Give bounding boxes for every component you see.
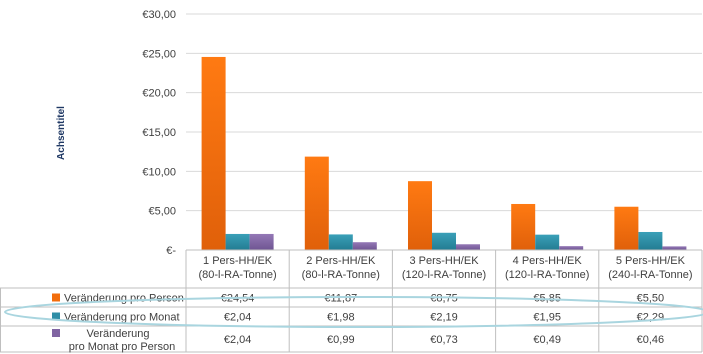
bar xyxy=(201,56,226,251)
table-value: €1,95 xyxy=(533,312,561,324)
category-label: 1 Pers-HH/EK xyxy=(203,255,273,267)
y-tick-label: €10,00 xyxy=(142,166,176,178)
table-value: €0,73 xyxy=(430,334,458,346)
legend-swatch xyxy=(52,329,60,337)
category-label: (120-l-RA-Tonne) xyxy=(402,269,486,281)
category-label: 4 Pers-HH/EK xyxy=(513,255,583,267)
bar xyxy=(432,232,456,250)
table-value: €11,87 xyxy=(324,293,357,305)
legend-swatch xyxy=(52,293,60,302)
gridlines xyxy=(186,13,702,212)
y-tick-label: €30,00 xyxy=(142,9,176,21)
y-axis-ticks: €- €5,00 €10,00 €15,00 €20,00 €25,00 €30,00 xyxy=(142,9,176,257)
bar xyxy=(662,246,687,250)
category-label: 2 Pers-HH/EK xyxy=(306,255,376,267)
table-value: €0,46 xyxy=(637,334,665,346)
table-value: €2,19 xyxy=(430,312,458,324)
category-label: (80-l-RA-Tonne) xyxy=(198,269,276,281)
bar xyxy=(249,233,274,250)
legend-label: Veränderung xyxy=(87,328,150,340)
category-label: (120-l-RA-Tonne) xyxy=(505,269,589,281)
y-tick-label: €25,00 xyxy=(142,48,176,60)
table-value: €0,49 xyxy=(533,334,561,346)
bar xyxy=(638,231,663,250)
y-tick-label: €5,00 xyxy=(148,206,176,218)
y-tick-label: €20,00 xyxy=(142,88,176,100)
category-label: 5 Pers-HH/EK xyxy=(616,255,686,267)
bar xyxy=(511,203,536,250)
table-value: €5,50 xyxy=(637,293,665,305)
table-value: €0,99 xyxy=(327,334,355,346)
bar xyxy=(456,244,480,250)
category-label: 3 Pers-HH/EK xyxy=(409,255,479,267)
highlight-ellipse xyxy=(4,296,703,328)
bars xyxy=(201,56,687,251)
table-value: €1,98 xyxy=(327,312,355,324)
bar xyxy=(328,234,353,250)
legend-label: pro Monat pro Person xyxy=(69,341,175,353)
legend-label: Veränderung pro Monat xyxy=(64,312,180,324)
bar xyxy=(614,206,639,250)
bar xyxy=(304,156,329,250)
table-value: €8,75 xyxy=(430,293,458,305)
data-table: 1 Pers-HH/EK (80-l-RA-Tonne) 2 Pers-HH/EK (… xyxy=(0,249,703,353)
bar xyxy=(408,181,432,250)
table-value: €2,04 xyxy=(224,312,252,324)
y-axis-title: Achsentitel xyxy=(56,106,67,160)
y-tick-label: €- xyxy=(166,245,176,257)
bar xyxy=(225,233,250,250)
bar xyxy=(559,246,584,250)
legend-swatch xyxy=(52,312,60,321)
bar xyxy=(535,234,560,250)
category-label: (240-l-RA-Tonne) xyxy=(608,269,692,281)
bar xyxy=(352,242,377,250)
y-tick-label: €15,00 xyxy=(142,127,176,139)
category-label: (80-l-RA-Tonne) xyxy=(302,269,380,281)
table-value: €2,04 xyxy=(224,334,252,346)
